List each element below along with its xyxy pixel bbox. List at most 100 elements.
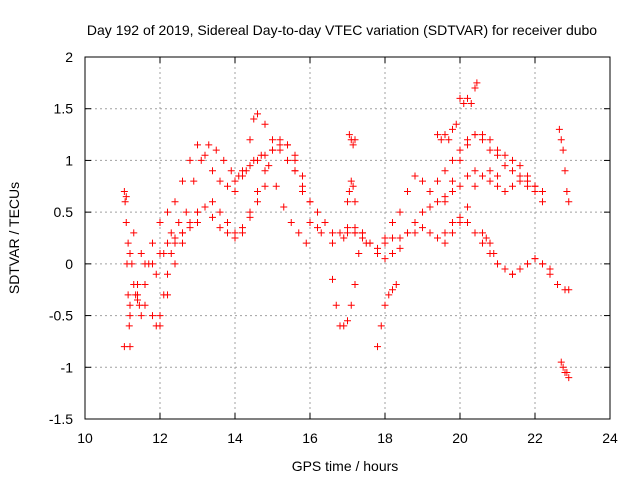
data-point-marker (557, 136, 565, 144)
data-point-marker (565, 286, 573, 294)
series-track-j (441, 131, 546, 206)
data-point-marker (456, 218, 464, 226)
data-point-marker (366, 239, 374, 247)
data-point-marker (389, 286, 396, 294)
data-point-marker (396, 208, 404, 216)
data-point-marker (374, 343, 381, 351)
data-point-marker (531, 182, 539, 190)
data-point-marker (509, 270, 516, 278)
y-tick-label: -0.5 (49, 308, 73, 324)
data-point-marker (456, 182, 464, 190)
series-spike-p (345, 131, 359, 149)
data-point-marker (261, 182, 269, 190)
data-point-marker (381, 239, 389, 247)
series-burst-l (434, 79, 481, 144)
data-point-marker (250, 156, 258, 164)
data-point-marker (501, 187, 509, 195)
data-point-marker (565, 198, 573, 206)
data-point-marker (347, 301, 355, 309)
data-point-marker (272, 182, 280, 190)
data-point-marker (524, 260, 531, 268)
data-point-marker (479, 239, 486, 247)
data-point-marker (216, 208, 224, 216)
data-point-marker (156, 250, 164, 258)
data-point-marker (182, 208, 190, 216)
data-point-marker (126, 250, 134, 258)
data-point-marker (464, 203, 471, 211)
data-point-marker (149, 239, 156, 247)
data-point-marker (250, 115, 258, 123)
data-point-marker (344, 198, 351, 206)
data-point-marker (295, 229, 303, 237)
data-point-marker (486, 167, 494, 175)
data-point-marker (441, 239, 449, 247)
data-point-marker (149, 312, 156, 320)
data-point-marker (546, 265, 554, 273)
data-point-marker (464, 94, 471, 102)
data-point-marker (156, 218, 164, 226)
data-point-marker (351, 198, 359, 206)
data-point-marker (486, 239, 494, 247)
x-tick-label: 12 (152, 430, 168, 446)
data-point-marker (246, 213, 254, 221)
data-point-marker (449, 187, 456, 195)
data-point-marker (246, 162, 254, 170)
data-point-marker (381, 301, 389, 309)
data-point-marker (194, 218, 201, 226)
data-point-marker (419, 224, 426, 232)
y-tick-label: -1.5 (49, 411, 73, 427)
data-point-marker (209, 213, 216, 221)
data-point-marker (561, 167, 569, 175)
x-tick-label: 18 (377, 430, 393, 446)
data-point-marker (482, 234, 490, 242)
y-tick-label: 2 (65, 49, 73, 65)
data-point-marker (389, 234, 396, 242)
data-point-marker (137, 250, 145, 258)
data-point-marker (314, 208, 321, 216)
data-point-marker (130, 229, 138, 237)
data-point-marker (321, 218, 329, 226)
data-point-marker (404, 187, 411, 195)
data-point-marker (516, 162, 524, 170)
data-point-marker (254, 110, 261, 118)
data-point-marker (137, 312, 145, 320)
data-point-marker (205, 141, 213, 149)
data-point-marker (349, 182, 357, 190)
data-point-marker (486, 146, 494, 154)
data-point-marker (494, 260, 501, 268)
data-point-marker (269, 146, 276, 154)
data-point-marker (130, 281, 138, 289)
data-point-marker (220, 156, 228, 164)
data-point-marker (441, 167, 449, 175)
data-point-marker (224, 229, 231, 237)
data-point-marker (124, 239, 132, 247)
data-point-marker (284, 141, 291, 149)
series-tail-r (555, 125, 573, 206)
data-point-marker (287, 218, 295, 226)
data-point-marker (494, 151, 501, 159)
data-point-marker (336, 229, 344, 237)
chart-title: Day 192 of 2019, Sidereal Day-to-day VTE… (87, 22, 597, 38)
y-axis-ticks: -1.5 -1 -0.5 0 0.5 1 1.5 2 (49, 49, 610, 427)
data-point-marker (516, 265, 524, 273)
series-track-a (120, 141, 321, 351)
series-dip-m (329, 229, 366, 330)
series-early-u (124, 239, 145, 320)
data-point-marker (509, 167, 516, 175)
data-point-marker (209, 167, 216, 175)
data-point-marker (389, 218, 396, 226)
data-point-marker (314, 224, 321, 232)
data-point-marker (554, 281, 561, 289)
data-point-marker (216, 177, 224, 185)
data-point-marker (381, 255, 389, 263)
data-point-marker (426, 203, 434, 211)
data-point-marker (449, 156, 456, 164)
data-point-marker (456, 156, 464, 164)
data-point-marker (563, 187, 571, 195)
data-point-marker (122, 193, 130, 201)
x-tick-label: 10 (77, 430, 93, 446)
x-tick-label: 22 (527, 430, 543, 446)
data-point-marker (125, 322, 133, 330)
data-points (120, 79, 573, 382)
